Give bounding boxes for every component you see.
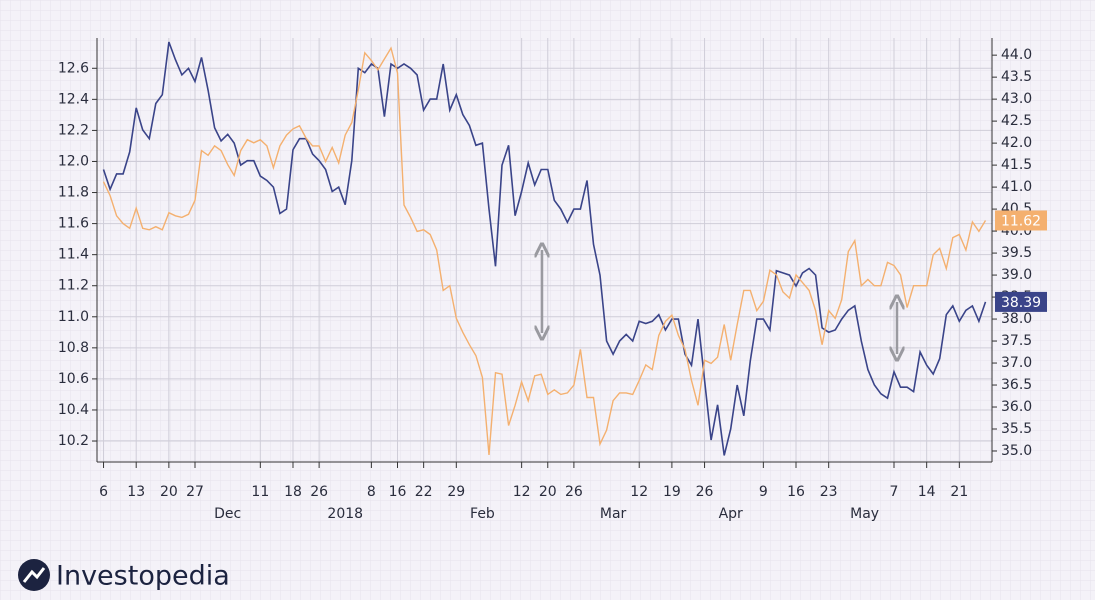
x-tick-label: 16 [787, 484, 805, 500]
y2-tick-label: 41.5 [1001, 157, 1032, 173]
y-tick-label: 10.6 [58, 371, 89, 387]
x-tick-label: 27 [186, 484, 204, 500]
y-tick-label: 11.2 [58, 278, 89, 294]
y-tick-label: 10.2 [58, 433, 89, 449]
y2-tick-label: 43.5 [1001, 69, 1032, 85]
line-series [102, 41, 987, 456]
x-tick-label: 16 [389, 484, 407, 500]
x-month-label: Feb [470, 506, 495, 522]
x-month-label: May [850, 506, 879, 522]
y2-tick-label: 44.0 [1001, 47, 1032, 63]
y2-tick-label: 39.5 [1001, 245, 1032, 261]
y2-tick-label: 42.5 [1001, 113, 1032, 129]
x-tick-label: 9 [759, 484, 768, 500]
x-tick-label: 12 [630, 484, 648, 500]
end-label: 11.62 [1001, 213, 1041, 229]
end-label-box [995, 291, 1047, 312]
x-tick-label: 6 [99, 484, 108, 500]
y2-tick-label: 42.0 [1001, 135, 1032, 151]
y2-tick-label: 35.5 [1001, 421, 1032, 437]
y2-tick-label: 38.0 [1001, 311, 1032, 327]
y2-tick-label: 41.0 [1001, 179, 1032, 195]
x-tick-label: 13 [127, 484, 145, 500]
x-tick-label: 26 [565, 484, 583, 500]
y2-tick-label: 35.0 [1001, 443, 1032, 459]
logo: Investopedia [18, 559, 230, 592]
y2-tick-label: 43.0 [1001, 91, 1032, 107]
plot [102, 41, 987, 456]
y-tick-label: 12.6 [58, 60, 89, 76]
y-tick-label: 11.6 [58, 216, 89, 232]
x-tick-label: 26 [696, 484, 714, 500]
line-series [102, 46, 987, 456]
end-label-box [995, 210, 1047, 231]
x-tick-label: 8 [367, 484, 376, 500]
y-tick-label: 10.8 [58, 340, 89, 356]
x-month-label: Dec [214, 506, 241, 522]
x-tick-label: 23 [820, 484, 838, 500]
y-tick-label: 11.0 [58, 309, 89, 325]
y2-tick-label: 36.5 [1001, 377, 1032, 393]
y2-tick-label: 36.0 [1001, 399, 1032, 415]
x-tick-label: 14 [918, 484, 936, 500]
x-tick-label: 20 [539, 484, 557, 500]
x-tick-label: 26 [310, 484, 328, 500]
y-tick-label: 12.4 [58, 91, 89, 107]
brand: Investopedia [56, 561, 230, 592]
y-tick-label: 10.4 [58, 402, 89, 418]
end-label: 38.39 [1001, 295, 1041, 311]
x-month-label: 2018 [327, 506, 363, 522]
y-tick-label: 11.4 [58, 247, 89, 263]
y2-tick-label: 37.0 [1001, 355, 1032, 371]
x-tick-label: 18 [284, 484, 302, 500]
y-tick-label: 12.2 [58, 122, 89, 138]
grid [97, 38, 992, 462]
y-tick-label: 12.0 [58, 153, 89, 169]
y-tick-label: 11.8 [58, 185, 89, 201]
x-month-label: Mar [600, 506, 627, 522]
x-tick-label: 11 [251, 484, 269, 500]
logo-arrow [22, 567, 46, 583]
x-tick-label: 7 [890, 484, 899, 500]
x-tick-label: 21 [950, 484, 968, 500]
x-tick-label: 20 [160, 484, 178, 500]
x-tick-label: 29 [447, 484, 465, 500]
x-tick-label: 22 [415, 484, 433, 500]
x-tick-label: 19 [663, 484, 681, 500]
y2-tick-label: 37.5 [1001, 333, 1032, 349]
y2-tick-label: 39.0 [1001, 267, 1032, 283]
x-tick-label: 12 [513, 484, 531, 500]
x-month-label: Apr [719, 506, 743, 522]
